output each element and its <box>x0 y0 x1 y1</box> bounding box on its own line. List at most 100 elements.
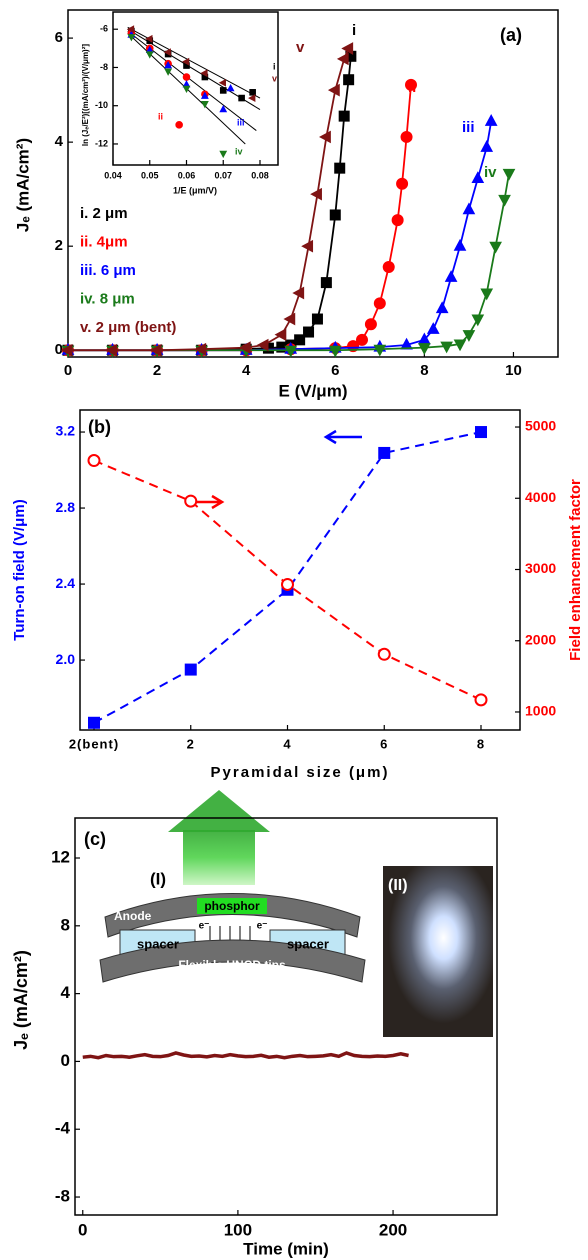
inset-x-title: 1/E (μm/V) <box>173 185 217 195</box>
schematic-label: spacer <box>287 936 329 951</box>
marker <box>176 122 182 128</box>
x-tick-label: 0 <box>78 1220 87 1239</box>
x-tick-label: 200 <box>379 1220 407 1239</box>
marker <box>490 242 501 252</box>
marker <box>472 315 483 325</box>
legend-label: iii. 6 μm <box>80 262 136 279</box>
y-tick-label: 3000 <box>525 560 556 576</box>
y-tick-label: 8 <box>61 915 70 934</box>
y-tick-label: 4000 <box>525 489 556 505</box>
marker <box>481 289 492 299</box>
axis-arrow <box>326 431 362 443</box>
schematic-label: e⁻ <box>199 921 210 932</box>
marker <box>393 215 403 225</box>
y-tick-label: -8 <box>100 62 108 72</box>
schematic-label: (I) <box>150 869 166 888</box>
x-tick-label: 100 <box>224 1220 252 1239</box>
x-tick-label: 0.07 <box>214 170 232 180</box>
marker <box>402 132 412 142</box>
marker <box>250 90 256 96</box>
marker <box>428 323 439 333</box>
inset-label: iii <box>237 117 245 127</box>
schematic-label: (II) <box>388 877 408 894</box>
marker <box>220 88 226 94</box>
schematic-label: e⁻ <box>257 921 268 932</box>
schematic-label: spacer <box>137 936 179 951</box>
marker <box>89 455 100 466</box>
y-tick-label: 0 <box>61 1051 70 1070</box>
x-tick-label: 0.08 <box>251 170 269 180</box>
inset-y-title: ln (Jₑ/E²)[(mA/cm²)/(V/μm)²] <box>81 44 90 146</box>
x-tick-label: 6 <box>380 736 388 751</box>
y-tick-label: -4 <box>55 1119 71 1138</box>
x-tick-label: 0.05 <box>141 170 159 180</box>
x-tick-label: 2 <box>153 362 161 379</box>
curve-label: v <box>296 39 305 56</box>
marker <box>476 694 487 705</box>
x-tick-label: 6 <box>331 362 339 379</box>
x-tick-label: 8 <box>477 736 485 751</box>
y-tick-label: -8 <box>55 1187 70 1206</box>
marker <box>282 579 293 590</box>
marker <box>239 95 245 101</box>
legend-label: v. 2 μm (bent) <box>80 319 176 336</box>
marker <box>321 278 331 288</box>
inset-label: i <box>273 61 276 71</box>
marker <box>284 314 294 325</box>
y-tick-label: 6 <box>55 29 63 46</box>
schematic-label: Anode <box>114 909 152 923</box>
marker <box>366 319 376 329</box>
marker <box>472 172 483 182</box>
marker <box>330 210 340 220</box>
y-axis-title: Turn-on field (V/μm) <box>11 499 28 640</box>
x-axis-title: Time (min) <box>243 1239 329 1258</box>
schematic <box>100 790 493 1037</box>
x-tick-label: 2(bent) <box>69 736 119 751</box>
marker <box>455 240 466 250</box>
legend-label: ii. 4μm <box>80 233 128 250</box>
panel-label: (a) <box>500 25 522 45</box>
marker <box>304 327 314 337</box>
marker <box>312 314 322 324</box>
plot-frame <box>80 410 520 730</box>
light-arrow <box>183 830 255 885</box>
y-tick-label: 4 <box>61 983 71 1002</box>
marker <box>481 141 492 151</box>
panel-label: (c) <box>84 829 106 849</box>
y-tick-label: 2000 <box>525 631 556 647</box>
marker <box>463 204 474 214</box>
y2-axis-title: Field enhancement factor <box>567 479 584 661</box>
x-tick-label: 0.06 <box>178 170 196 180</box>
y-tick-label: -12 <box>95 138 108 148</box>
panel-label: (b) <box>88 417 111 437</box>
marker <box>476 427 487 438</box>
y-axis-title: Jₑ (mA/cm²) <box>13 138 32 232</box>
y-tick-label: 5000 <box>525 418 556 434</box>
curve-label: ii <box>408 79 416 96</box>
y-tick-label: 2.0 <box>56 651 76 667</box>
legend-label: iv. 8 μm <box>80 290 135 307</box>
schematic-label: Flexible UNCD tips <box>178 958 286 972</box>
marker <box>89 717 100 728</box>
marker <box>379 649 390 660</box>
y-tick-label: 12 <box>51 847 70 866</box>
marker <box>335 163 345 173</box>
y-tick-label: 1000 <box>525 703 556 719</box>
x-tick-label: 4 <box>242 362 251 379</box>
y-tick-label: 2.8 <box>56 499 76 515</box>
inset-label: ii <box>158 111 163 121</box>
marker <box>276 329 286 340</box>
light-arrow-head <box>168 790 270 832</box>
series-line <box>94 432 481 723</box>
legend-label: i. 2 μm <box>80 205 128 222</box>
x-axis-title: Pyramidal size (μm) <box>211 764 390 781</box>
marker <box>184 74 190 80</box>
x-tick-label: 0 <box>64 362 72 379</box>
current-trace <box>83 1053 409 1058</box>
y-axis-title: Jₑ (mA/cm²) <box>11 950 31 1050</box>
marker <box>397 179 407 189</box>
marker <box>357 335 367 345</box>
marker <box>375 298 385 308</box>
y-tick-label: 2.4 <box>56 575 76 591</box>
curve-label: iii <box>462 119 475 136</box>
